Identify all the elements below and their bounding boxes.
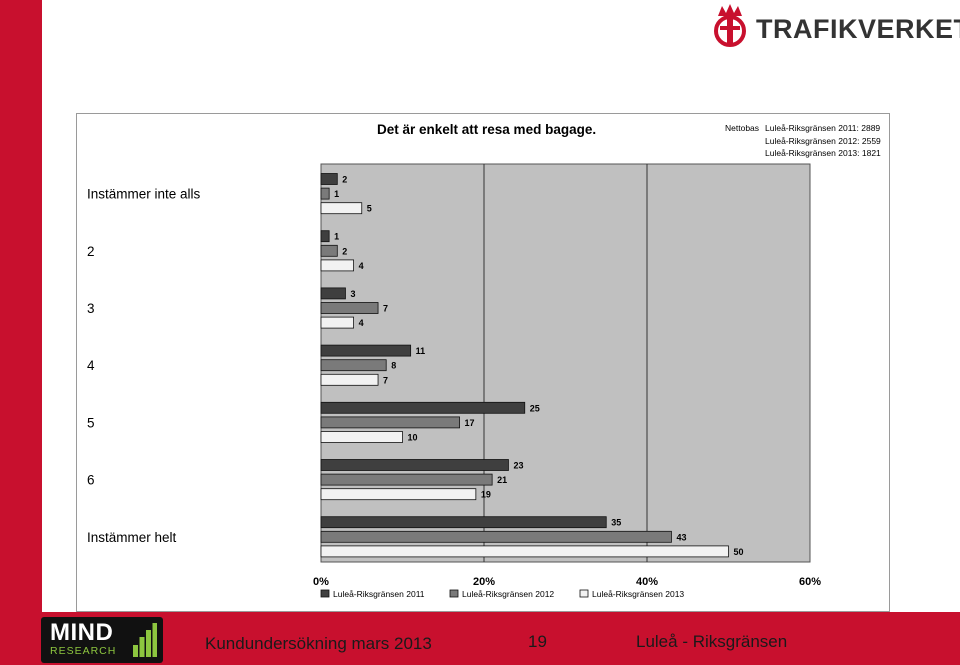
bar — [320, 187, 330, 200]
legend-swatch — [449, 589, 459, 598]
mind-logo-subtext: RESEARCH — [50, 645, 117, 657]
legend-label: Luleå-Riksgränsen 2012 — [462, 589, 554, 599]
bar — [320, 545, 729, 558]
bar — [320, 287, 346, 300]
data-label: 11 — [416, 346, 426, 356]
category-label: Instämmer helt — [87, 530, 177, 545]
data-label: 25 — [530, 403, 540, 413]
trafikverket-logo: TRAFIKVERKET — [706, 2, 960, 50]
legend-swatch — [579, 589, 589, 598]
data-label: 10 — [408, 433, 418, 443]
nettobas-row: Luleå-Riksgränsen 2011: 2889 — [765, 123, 881, 133]
footer-route: Luleå - Riksgränsen — [636, 632, 788, 651]
data-label: 7 — [383, 375, 388, 385]
data-label: 50 — [734, 547, 744, 557]
data-label: 17 — [465, 418, 475, 428]
legend-label: Luleå-Riksgränsen 2013 — [592, 589, 684, 599]
nettobas-row: Luleå-Riksgränsen 2013: 1821 — [765, 148, 881, 158]
category-label: 5 — [87, 415, 95, 430]
data-label: 21 — [497, 475, 507, 485]
data-label: 1 — [334, 189, 339, 199]
bar — [320, 259, 354, 272]
bar — [320, 359, 387, 372]
bar — [320, 459, 509, 471]
data-label: 2 — [342, 175, 347, 185]
bar — [320, 302, 379, 314]
data-label: 5 — [367, 204, 372, 214]
data-label: 43 — [676, 532, 686, 542]
category-label: 2 — [87, 244, 95, 259]
bar — [320, 244, 338, 257]
legend-swatch — [320, 589, 330, 598]
bar — [320, 488, 477, 501]
bar — [320, 530, 672, 543]
x-tick-label: 20% — [473, 576, 495, 588]
bar — [320, 416, 460, 429]
nettobas-row: Luleå-Riksgränsen 2012: 2559 — [765, 135, 881, 146]
data-label: 8 — [391, 361, 396, 371]
category-label: Instämmer inte alls — [87, 187, 201, 202]
data-label: 23 — [513, 461, 523, 471]
left-accent-bar — [0, 0, 42, 665]
bar-chart: 0% 20% 40% 60%Instämmer inte alls2152124337… — [87, 163, 821, 599]
bar — [320, 202, 363, 215]
signal-bars-icon — [133, 623, 157, 657]
category-label: 4 — [87, 358, 95, 373]
chart-title: Det är enkelt att resa med bagage. — [377, 122, 597, 137]
mind-logo-text: MIND — [50, 619, 114, 646]
category-label: 3 — [87, 301, 95, 316]
data-label: 19 — [481, 490, 491, 500]
x-tick-label: 60% — [799, 576, 821, 588]
data-label: 4 — [359, 318, 364, 328]
data-label: 1 — [334, 232, 339, 242]
nettobas-label: Nettobas — [725, 123, 760, 133]
bar — [320, 431, 403, 443]
data-label: 3 — [350, 289, 355, 299]
bar — [320, 373, 379, 386]
bar — [320, 316, 354, 329]
category-label: 6 — [87, 473, 95, 488]
data-label: 4 — [359, 261, 364, 271]
footer-survey-title: Kundundersökning mars 2013 — [205, 634, 432, 653]
bar — [320, 401, 526, 414]
logo-wordmark: TRAFIKVERKET — [756, 14, 960, 44]
x-tick-label: 0% — [313, 576, 329, 588]
nettobas-info: Nettobas Luleå-Riksgränsen 2011: 2889 Lul… — [725, 122, 881, 160]
bar — [320, 473, 493, 486]
bar — [320, 516, 607, 529]
mind-research-logo: MIND RESEARCH — [41, 617, 163, 663]
bar — [320, 173, 338, 185]
data-label: 7 — [383, 304, 388, 314]
crown-crest-icon — [714, 4, 746, 47]
bar — [320, 230, 330, 243]
data-label: 35 — [611, 518, 621, 528]
page-number: 19 — [528, 632, 547, 651]
bar — [320, 344, 412, 357]
data-label: 2 — [342, 246, 347, 256]
x-tick-label: 40% — [636, 576, 658, 588]
chart-frame: Det är enkelt att resa med bagage. Netto… — [76, 113, 890, 612]
legend-label: Luleå-Riksgränsen 2011 — [333, 589, 425, 599]
